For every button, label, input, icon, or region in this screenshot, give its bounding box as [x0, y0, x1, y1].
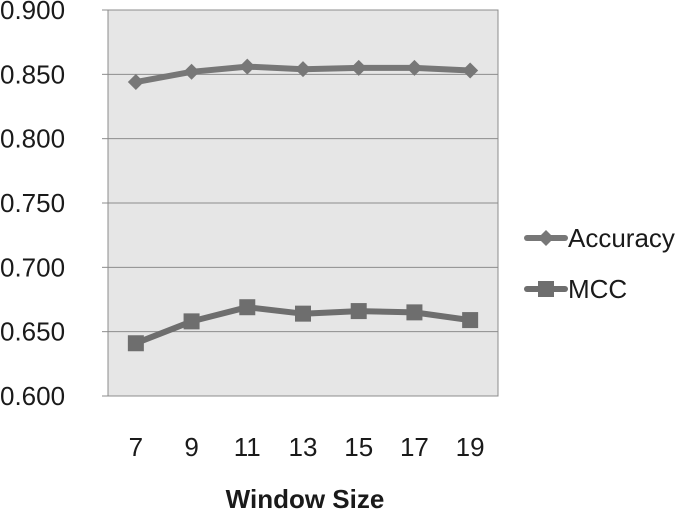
- y-tick-label: 0.800: [0, 124, 65, 154]
- data-point-accuracy: [183, 63, 200, 80]
- data-point-accuracy: [350, 59, 367, 76]
- y-tick-label: 0.700: [0, 252, 65, 282]
- data-point-mcc: [127, 335, 144, 352]
- x-tick-label: 11: [234, 432, 261, 462]
- y-tick-label: 0.600: [0, 381, 65, 411]
- x-tick-label: 19: [456, 432, 485, 462]
- data-point-mcc: [239, 299, 256, 316]
- data-point-mcc: [406, 304, 423, 321]
- data-point-mcc: [183, 313, 200, 330]
- legend-label-accuracy: Accuracy: [568, 223, 675, 253]
- data-point-accuracy: [127, 74, 144, 91]
- y-tick-label: 0.650: [0, 317, 65, 347]
- data-point-mcc: [350, 303, 367, 320]
- legend: Accuracy MCC: [524, 223, 675, 304]
- x-axis-title: Window Size: [226, 484, 385, 509]
- y-tick-label: 0.900: [0, 0, 65, 25]
- series-layer: [127, 58, 479, 352]
- data-point-mcc: [462, 312, 479, 329]
- y-tick-label: 0.850: [0, 59, 65, 89]
- data-point-mcc: [295, 305, 311, 322]
- y-tick-label: 0.750: [0, 188, 65, 218]
- data-point-accuracy: [239, 58, 256, 75]
- x-tick-label: 7: [129, 432, 143, 462]
- x-axis-ticks: 7 9 11 13 15 17 19: [129, 432, 485, 462]
- data-point-accuracy: [462, 62, 479, 79]
- x-tick-label: 17: [400, 432, 429, 462]
- data-point-accuracy: [295, 61, 311, 78]
- legend-label-mcc: MCC: [568, 274, 627, 304]
- legend-marker-mcc: [538, 281, 554, 297]
- y-axis-ticks: 0.600 0.650 0.700 0.750 0.800 0.850 0.900: [0, 0, 65, 411]
- data-point-accuracy: [406, 59, 423, 76]
- x-tick-label: 9: [184, 432, 198, 462]
- x-tick-label: 15: [344, 432, 373, 462]
- legend-marker-accuracy: [538, 230, 554, 246]
- x-tick-label: 13: [289, 432, 318, 462]
